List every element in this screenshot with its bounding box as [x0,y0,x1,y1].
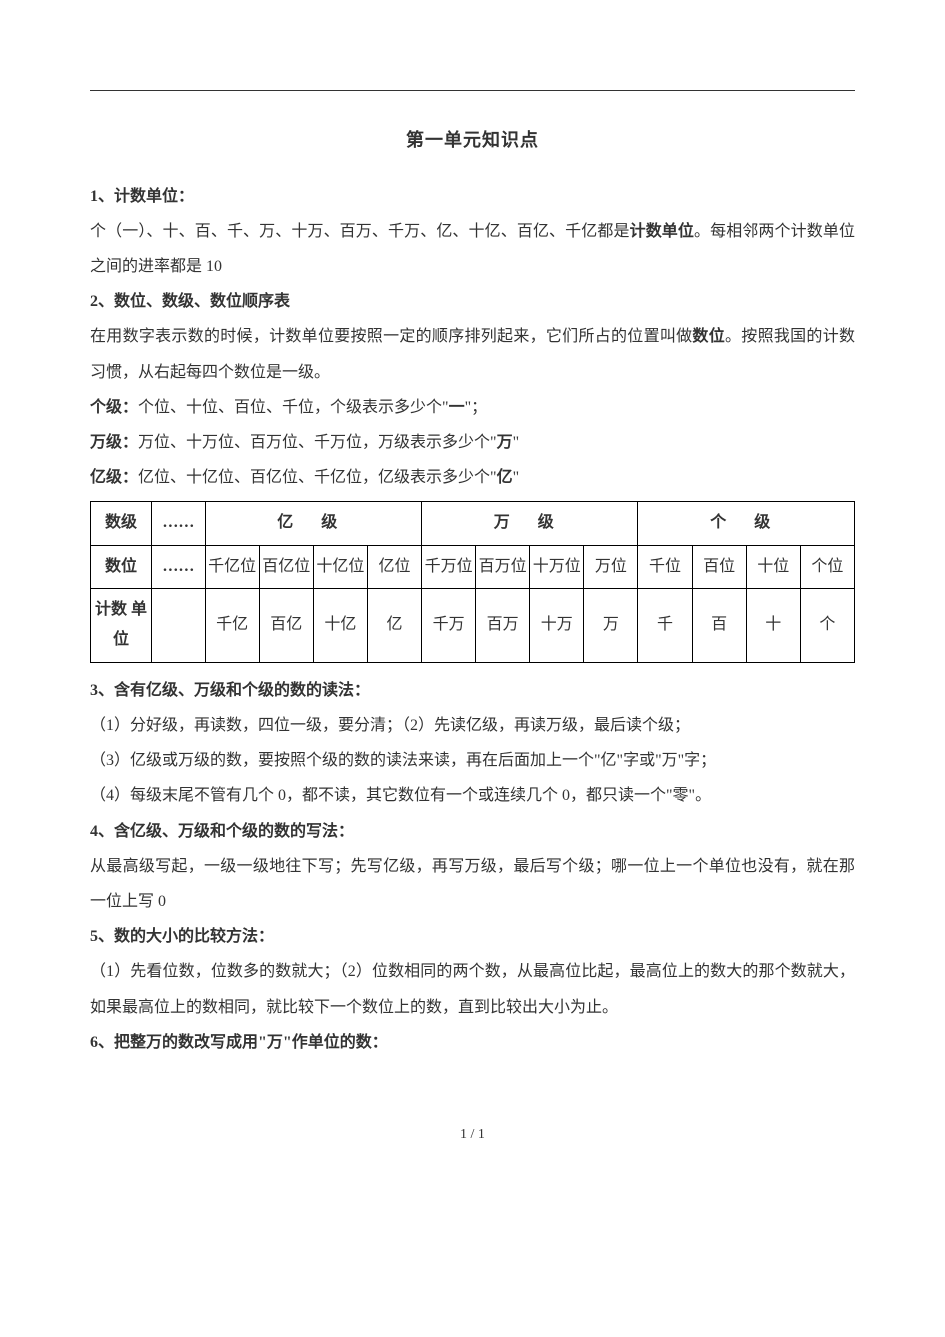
cell-suji-ellipsis: …… [152,502,205,545]
s1-text-b: 计数单位 [630,223,694,240]
cell-shuwei-1: 百亿位 [259,545,313,588]
cell-shuwei-8: 千位 [638,545,692,588]
s2-wan-label: 万级： [90,434,138,451]
cell-shuwei-ellipsis: …… [152,545,205,588]
section-2-ge: 个级：个位、十位、百位、千位，个级表示多少个"一"； [90,390,855,425]
section-3-line1: （1）分好级，再读数，四位一级，要分清；（2）先读亿级，再读万级，最后读个级； [90,708,855,743]
s2-yi-a: 亿位、十亿位、百亿位、千亿位，亿级表示多少个" [138,469,497,486]
section-3-heading-line: 3、含有亿级、万级和个级的数的读法： [90,673,855,708]
cell-jishu-8: 千 [638,589,692,663]
s2-ge-c: "； [465,399,488,416]
cell-shuwei-0: 千亿位 [205,545,259,588]
section-5-heading-line: 5、数的大小的比较方法： [90,919,855,954]
section-1-body: 个（一）、十、百、千、万、十万、百万、千万、亿、十亿、百亿、千亿都是计数单位。每… [90,214,855,284]
page-title: 第一单元知识点 [90,121,855,161]
digit-table: 数级 …… 亿 级 万 级 个 级 数位 …… 千亿位 百亿位 十亿位 亿位 千… [90,501,855,663]
cell-jishu-3: 亿 [367,589,421,663]
cell-jishu-ellipsis [152,589,205,663]
cell-group-yi: 亿 级 [205,502,421,545]
section-1: 1、计数单位： [90,179,855,214]
section-3-heading: 3、含有亿级、万级和个级的数的读法： [90,682,370,699]
s2-ge-label: 个级： [90,399,138,416]
cell-suji-label: 数级 [91,502,152,545]
s2-yi-b: 亿 [497,469,513,486]
cell-jishu-1: 百亿 [259,589,313,663]
section-2-wan: 万级：万位、十万位、百万位、千万位，万级表示多少个"万" [90,425,855,460]
table-row-jishu: 计数 单位 千亿 百亿 十亿 亿 千万 百万 十万 万 千 百 十 个 [91,589,855,663]
cell-jishu-0: 千亿 [205,589,259,663]
s2-l1-b: 数位 [692,328,725,345]
table-row-suji: 数级 …… 亿 级 万 级 个 级 [91,502,855,545]
cell-shuwei-9: 百位 [692,545,746,588]
cell-shuwei-5: 百万位 [476,545,530,588]
section-1-heading: 1、计数单位： [90,188,194,205]
cell-jishu-4: 千万 [422,589,476,663]
section-4-line1: 从最高级写起，一级一级地往下写；先写亿级，再写万级，最后写个级；哪一位上一个单位… [90,849,855,919]
cell-jishu-9: 百 [692,589,746,663]
cell-jishu-5: 百万 [476,589,530,663]
section-4-heading: 4、含亿级、万级和个级的数的写法： [90,823,354,840]
cell-shuwei-2: 十亿位 [313,545,367,588]
top-rule [90,90,855,91]
section-2-line1: 在用数字表示数的时候，计数单位要按照一定的顺序排列起来，它们所占的位置叫做数位。… [90,319,855,389]
cell-shuwei-4: 千万位 [422,545,476,588]
s2-yi-label: 亿级： [90,469,138,486]
s2-ge-a: 个位、十位、百位、千位，个级表示多少个" [138,399,449,416]
cell-group-wan: 万 级 [422,502,638,545]
cell-jishu-10: 十 [746,589,800,663]
section-2-heading-line: 2、数位、数级、数位顺序表 [90,284,855,319]
s2-wan-b: 万 [497,434,513,451]
s2-yi-c: " [513,469,520,486]
s2-wan-a: 万位、十万位、百万位、千万位，万级表示多少个" [138,434,497,451]
s2-ge-b: 一 [449,399,465,416]
section-5-line1: （1）先看位数，位数多的数就大；（2）位数相同的两个数，从最高位比起，最高位上的… [90,954,855,1024]
cell-jishu-label: 计数 单位 [91,589,152,663]
table-row-shuwei: 数位 …… 千亿位 百亿位 十亿位 亿位 千万位 百万位 十万位 万位 千位 百… [91,545,855,588]
section-6-heading-line: 6、把整万的数改写成用"万"作单位的数： [90,1025,855,1060]
cell-shuwei-10: 十位 [746,545,800,588]
cell-jishu-11: 个 [800,589,854,663]
s1-text-a: 个（一）、十、百、千、万、十万、百万、千万、亿、十亿、百亿、千亿都是 [90,223,630,240]
s2-wan-c: " [513,434,520,451]
cell-shuwei-6: 十万位 [530,545,584,588]
section-2-yi: 亿级：亿位、十亿位、百亿位、千亿位，亿级表示多少个"亿" [90,460,855,495]
section-3-line2: （3）亿级或万级的数，要按照个级的数的读法来读，再在后面加上一个"亿"字或"万"… [90,743,855,778]
section-3-line3: （4）每级末尾不管有几个 0，都不读，其它数位有一个或连续几个 0，都只读一个"… [90,778,855,813]
cell-jishu-2: 十亿 [313,589,367,663]
cell-shuwei-11: 个位 [800,545,854,588]
s2-l1-a: 在用数字表示数的时候，计数单位要按照一定的顺序排列起来，它们所占的位置叫做 [90,328,692,345]
cell-shuwei-7: 万位 [584,545,638,588]
cell-jishu-6: 十万 [530,589,584,663]
section-5-heading: 5、数的大小的比较方法： [90,928,274,945]
section-2-heading: 2、数位、数级、数位顺序表 [90,293,290,310]
section-6-heading: 6、把整万的数改写成用"万"作单位的数： [90,1034,388,1051]
section-4-heading-line: 4、含亿级、万级和个级的数的写法： [90,814,855,849]
cell-jishu-7: 万 [584,589,638,663]
cell-shuwei-3: 亿位 [367,545,421,588]
cell-group-ge: 个 级 [638,502,855,545]
cell-shuwei-label: 数位 [91,545,152,588]
page-footer: 1 / 1 [90,1120,855,1151]
